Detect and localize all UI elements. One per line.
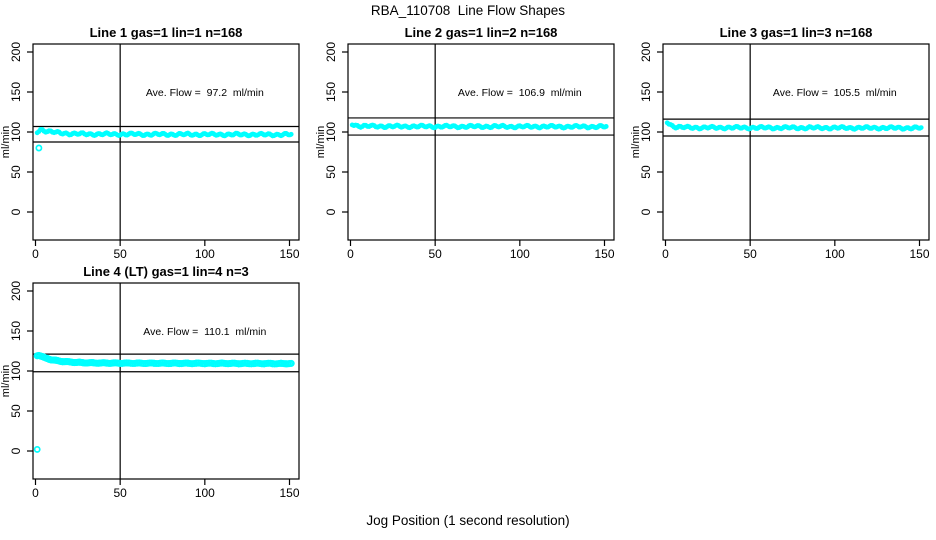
x-tick-label: 50 [428,247,442,261]
panel-title: Line 2 gas=1 lin=2 n=168 [405,25,558,40]
x-tick-label: 100 [195,247,215,261]
y-tick-label: 100 [324,122,338,142]
x-tick-label: 0 [32,486,39,500]
y-tick-label: 50 [9,165,23,179]
y-tick-label: 150 [324,82,338,102]
y-tick-label: 0 [9,447,23,454]
y-tick-label: 150 [9,321,23,341]
outlier-point [35,144,43,152]
y-tick-label: 200 [639,42,653,62]
x-tick-label: 150 [594,247,614,261]
ave-flow-annotation: Ave. Flow = 97.2 ml/min [146,87,264,99]
y-axis-label: ml/min [315,126,327,158]
outlier-point [33,445,41,453]
x-tick-label: 150 [279,247,299,261]
x-tick-label: 0 [32,247,39,261]
y-tick-label: 50 [324,165,338,179]
y-axis-label: ml/min [0,126,12,158]
data-points [33,351,295,453]
x-tick-label: 50 [113,247,127,261]
plot-border [662,43,930,241]
y-tick-label: 200 [324,42,338,62]
panel-3: Line 3 gas=1 lin=3 n=168 0 50 100 150 200 0 50 1… [630,25,930,261]
y-tick-label: 50 [9,404,23,418]
x-tick-label: 150 [909,247,929,261]
panel-2: Line 2 gas=1 lin=2 n=168 0 50 100 150 200 0 50 1… [315,25,615,261]
y-tick-label: 50 [639,165,653,179]
panel-title: Line 1 gas=1 lin=1 n=168 [90,25,243,40]
data-points [349,122,609,131]
y-tick-label: 0 [639,208,653,215]
ave-flow-annotation: Ave. Flow = 110.1 ml/min [143,326,266,338]
y-tick-label: 100 [639,122,653,142]
x-tick-label: 100 [825,247,845,261]
y-axis-label: ml/min [0,365,12,397]
y-tick-label: 0 [324,208,338,215]
data-points [34,127,294,152]
y-tick-label: 0 [9,208,23,215]
x-tick-label: 0 [347,247,354,261]
x-tick-label: 50 [113,486,127,500]
plot-border [32,282,300,480]
x-tick-label: 100 [510,247,530,261]
y-tick-label: 200 [9,281,23,301]
ave-flow-annotation: Ave. Flow = 106.9 ml/min [458,87,582,99]
plot-border [347,43,615,241]
y-tick-label: 200 [9,42,23,62]
x-tick-label: 100 [195,486,215,500]
y-tick-label: 150 [639,82,653,102]
x-tick-label: 0 [662,247,669,261]
panel-4: Line 4 (LT) gas=1 lin=4 n=3 0 50 100 150 200 0… [0,264,300,500]
panel-1: Line 1 gas=1 lin=1 n=168 0 50 100 150 200 0 50 1… [0,25,300,261]
figure-title: RBA_110708 Line Flow Shapes [370,3,566,18]
panel-title: Line 4 (LT) gas=1 lin=4 n=3 [83,264,249,279]
panel-title: Line 3 gas=1 lin=3 n=168 [720,25,873,40]
x-tick-label: 150 [279,486,299,500]
x-axis-label: Jog Position (1 second resolution) [366,513,570,528]
y-tick-label: 100 [9,361,23,381]
y-axis-label: ml/min [630,126,642,158]
y-tick-label: 150 [9,82,23,102]
x-tick-label: 50 [743,247,757,261]
data-points [664,120,924,132]
y-tick-label: 100 [9,122,23,142]
ave-flow-annotation: Ave. Flow = 105.5 ml/min [773,87,897,99]
